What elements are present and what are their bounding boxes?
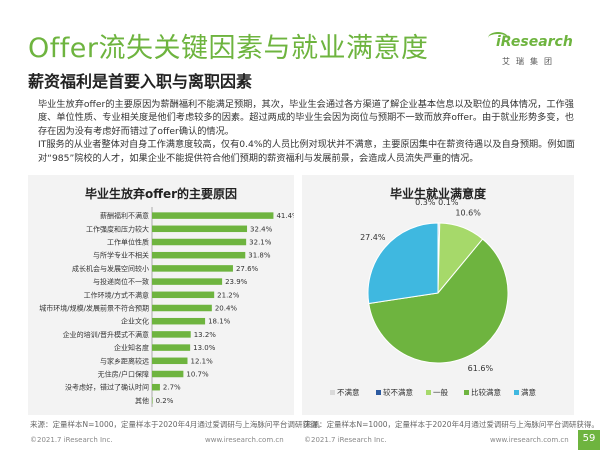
bar-value-label: 23.9% (225, 278, 248, 286)
page-number-box (578, 430, 600, 450)
pie-value-label: 61.6% (468, 364, 494, 373)
bar (152, 383, 160, 391)
logo-subtext: 艾瑞集团 (502, 57, 558, 66)
pie-slice (368, 238, 509, 364)
body-paragraph-1: 毕业生放弃offer的主要原因为薪酬福利不能满足预期，其次，毕业生会通过各方渠道… (38, 99, 574, 137)
bar-value-label: 21.2% (217, 291, 240, 299)
source-note-right: 来源：定量样本N=1000，定量样本于2020年4月通过爱调研与上海脉问平台调研… (304, 420, 599, 429)
legend-swatch (426, 390, 431, 395)
bar-category-label: 其他 (135, 396, 149, 405)
bar (152, 225, 248, 233)
body-text: 毕业生放弃offer的主要原因为薪酬福利不能满足预期，其次，毕业生会通过各方渠道… (38, 98, 578, 165)
footer-url-left: www.iresearch.com.cn (205, 436, 284, 444)
bar-category-label: 城市环境/规模/发展前景不符合预期 (39, 304, 149, 313)
bar-value-label: 13.0% (193, 344, 216, 352)
bar (152, 317, 206, 325)
bar-value-label: 18.1% (208, 318, 231, 326)
bar (152, 304, 212, 312)
legend-label: 比较满意 (471, 387, 501, 397)
legend-swatch (376, 390, 381, 395)
bar (152, 331, 191, 338)
bar-value-label: 41.4% (276, 212, 294, 220)
bar-chart: 薪酬福利不满意 41.4% 工作强度和压力较大 32.4% 工作单位性质 32.1% 与所学… (39, 207, 294, 407)
bar (152, 357, 188, 365)
page-title: Offer流失关键因素与就业满意度 (28, 33, 429, 64)
satisfaction-panel: 毕业生就业满意度 0.1% 0.3% 10.6% 61.6% 27.4% 不满意 较不满意 一… (302, 175, 574, 415)
legend-label: 较不满意 (383, 387, 413, 397)
bar-category-label: 与投递岗位不一致 (93, 277, 149, 286)
bar-value-label: 10.7% (186, 371, 209, 379)
bar (152, 291, 215, 299)
bar-value-label: 20.4% (215, 305, 238, 313)
legend-swatch (464, 390, 469, 395)
bar-category-label: 工作单位性质 (107, 238, 149, 247)
body-paragraph-2: IT服务的从业者整体对自身工作满意度较高，仅有0.4%的人员比例对现状并不满意，… (38, 139, 575, 164)
page-number: 59 (582, 433, 596, 444)
bar (152, 265, 233, 272)
bar-value-label: 27.6% (236, 265, 259, 273)
legend-label: 满意 (521, 387, 536, 397)
iresearch-logo: iResearch 艾瑞集团 (488, 32, 576, 72)
pie-slice (367, 222, 439, 305)
pie-chart-title: 毕业生就业满意度 (389, 187, 486, 201)
bar-value-label: 12.1% (190, 357, 213, 365)
bar-category-label: 与家乡距离较远 (100, 356, 149, 365)
footer-copyright-right: ©2021.7 iResearch Inc. (304, 436, 387, 444)
bar-value-label: 31.8% (248, 252, 271, 260)
logo-arc-icon (488, 32, 508, 44)
legend-label: 不满意 (337, 387, 360, 397)
legend-swatch (330, 390, 335, 395)
pie-value-label: 0.1% (438, 198, 459, 207)
bar-category-label: 企业知名度 (114, 343, 149, 352)
bar (152, 238, 247, 246)
bar-value-label: 0.2% (156, 397, 174, 405)
pie-value-label: 27.4% (360, 233, 386, 242)
bar-category-label: 与所学专业不相关 (93, 251, 149, 260)
bar-category-label: 无住房/户口保障 (98, 370, 149, 379)
bar-category-label: 没考虑好，错过了确认时间 (65, 383, 149, 392)
bar-chart-title: 毕业生放弃offer的主要原因 (84, 187, 238, 201)
bar-category-label: 薪酬福利不满意 (100, 211, 149, 220)
bar (152, 251, 246, 259)
bar-category-label: 企业文化 (121, 317, 149, 326)
bar (152, 344, 191, 351)
bar (152, 370, 184, 378)
bar-category-label: 成长机会与发展空间较小 (72, 264, 149, 273)
page-subtitle: 薪资福利是首要入职与离职因素 (28, 72, 253, 91)
logo-wordmark: iResearch (496, 34, 573, 50)
bar-category-label: 工作环境/方式不满意 (84, 290, 149, 299)
pie-chart: 0.1%0.3% 10.6% 61.6% 27.4% 不满意 较不满意 一般 比较满意 满意 (330, 198, 536, 397)
bar-value-label: 2.7% (163, 384, 181, 392)
bar (152, 278, 223, 285)
legend-label: 一般 (433, 387, 448, 397)
bar-category-label: 工作强度和压力较大 (86, 224, 149, 233)
offer-reasons-panel: 毕业生放弃offer的主要原因 薪酬福利不满意 41.4% 工作强度和压力较大 32.… (28, 175, 294, 415)
legend-swatch (514, 390, 519, 395)
footer-copyright-left: ©2021.7 iResearch Inc. (30, 436, 113, 444)
bar-value-label: 13.2% (194, 331, 217, 339)
bar (152, 212, 274, 219)
bar-value-label: 32.1% (249, 239, 272, 247)
bar-value-label: 32.4% (250, 225, 273, 233)
bar (152, 397, 153, 404)
bar-category-label: 企业的培训/晋升模式不满意 (63, 330, 149, 339)
footer-url-right: www.iresearch.com.cn (490, 436, 569, 444)
pie-value-label: 0.3% (415, 198, 436, 207)
source-note-left: 来源：定量样本N=1000，定量样本于2020年4月通过爱调研与上海脉问平台调研… (30, 420, 325, 429)
pie-value-label: 10.6% (455, 208, 481, 217)
